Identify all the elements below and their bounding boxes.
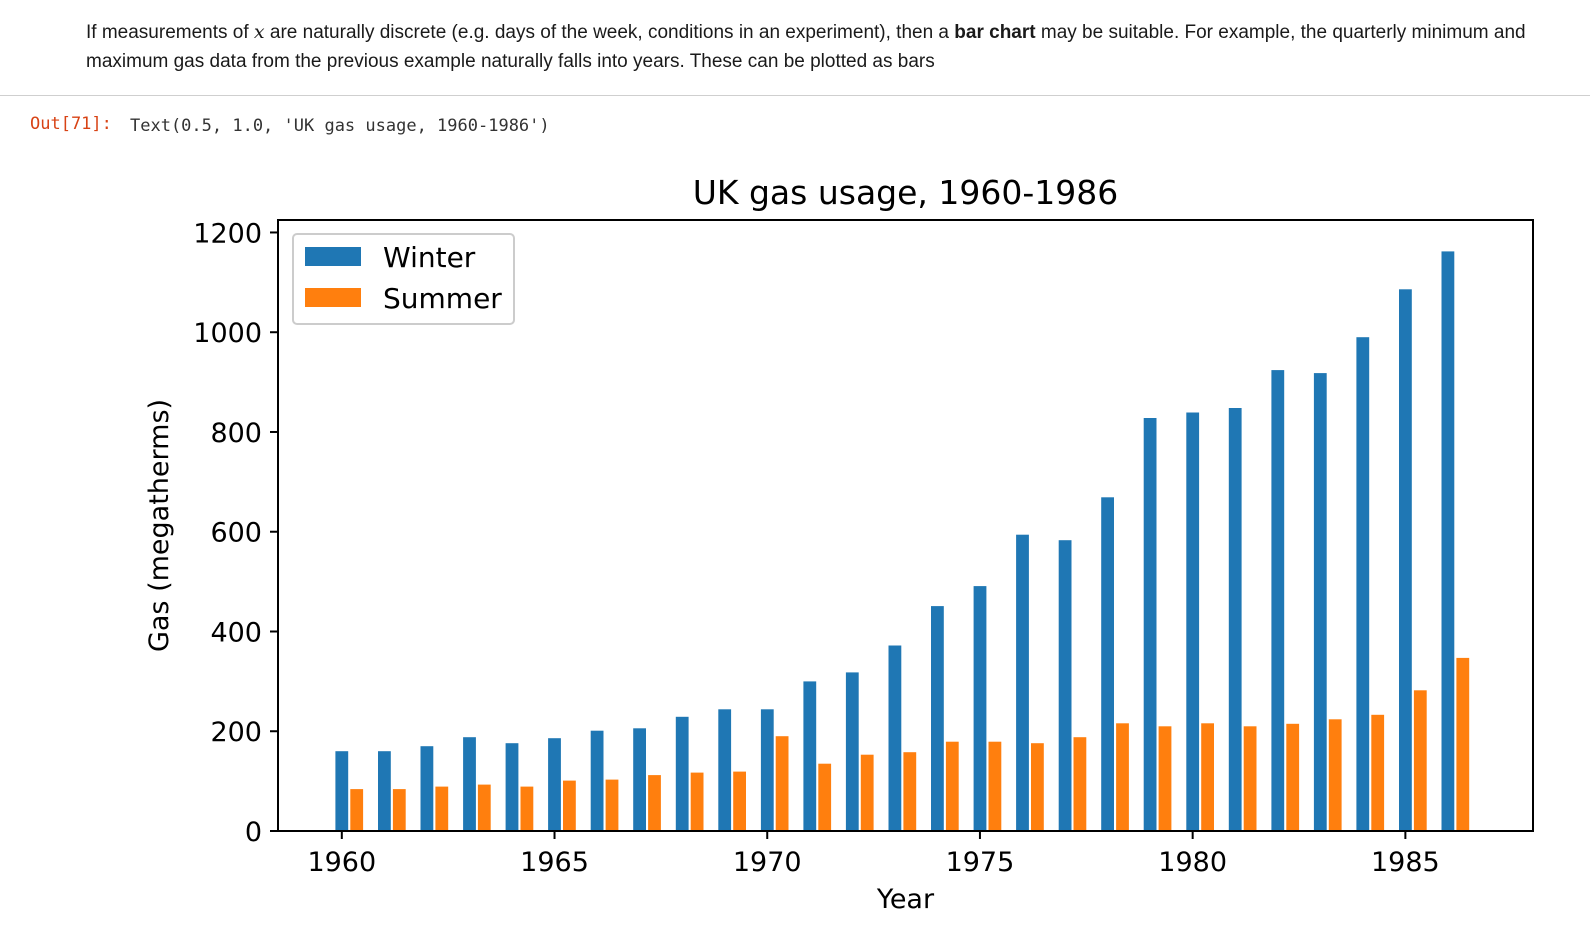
markdown-text-2: are naturally discrete (e.g. days of the…	[264, 22, 955, 43]
legend: Winter Summer	[292, 233, 515, 325]
bar-summer-1960	[350, 789, 364, 831]
x-axis-label: Year	[876, 884, 935, 915]
bar-summer-1986	[1456, 657, 1470, 831]
legend-label-summer: Summer	[383, 282, 502, 315]
bar-winter-1977	[1058, 540, 1072, 831]
output-text: Text(0.5, 1.0, 'UK gas usage, 1960-1986'…	[130, 116, 550, 136]
bar-winter-1970	[760, 709, 774, 831]
bar-winter-1980	[1186, 412, 1200, 831]
legend-label-winter: Winter	[383, 241, 476, 274]
bar-summer-1983	[1328, 719, 1342, 831]
x-tick-label-1985: 1985	[1371, 847, 1440, 878]
bar-winter-1979	[1143, 418, 1157, 831]
bar-winter-1983	[1313, 373, 1327, 831]
bar-winter-1986	[1441, 251, 1455, 831]
bar-summer-1971	[818, 763, 832, 831]
bar-summer-1966	[605, 779, 619, 831]
legend-swatch-winter	[305, 247, 361, 266]
math-variable: x	[253, 21, 265, 43]
bar-summer-1981	[1243, 726, 1257, 831]
bar-winter-1961	[378, 751, 391, 831]
bar-winter-1968	[675, 716, 689, 831]
y-tick-label-0: 0	[245, 817, 262, 848]
bar-winter-1976	[1016, 534, 1029, 831]
x-tick-label-1960: 1960	[307, 847, 376, 878]
bar-winter-1972	[845, 672, 859, 831]
bar-summer-1982	[1286, 723, 1300, 831]
bar-summer-1985	[1413, 690, 1427, 831]
x-axis-ticks: 1960 1965 1970 1975 1980 1985	[307, 831, 1440, 878]
y-tick-label-1200: 1200	[193, 218, 262, 249]
x-tick-label-1970: 1970	[733, 847, 802, 878]
y-tick-label-400: 400	[210, 617, 262, 648]
bar-summer-1961	[392, 789, 406, 831]
bar-winter-1981	[1228, 408, 1242, 831]
bar-summer-1974	[945, 741, 959, 831]
bar-summer-1970	[775, 736, 789, 831]
bar-summer-1976	[1031, 743, 1044, 831]
y-tick-label-1000: 1000	[193, 318, 262, 349]
y-tick-label-200: 200	[210, 717, 262, 748]
bar-winter-1969	[718, 709, 732, 831]
bar-winter-1965	[548, 738, 561, 831]
bar-winter-1964	[505, 743, 519, 831]
bar-chart: 1960 1965 1970 1975 1980 1985 0 200 400 600 800 10…	[144, 173, 1534, 915]
bar-summer-1967	[648, 775, 661, 831]
bar-summer-1962	[435, 786, 449, 831]
x-tick-label-1980: 1980	[1158, 847, 1227, 878]
bars-group	[335, 251, 1470, 831]
bar-summer-1979	[1158, 726, 1172, 831]
bar-summer-1969	[733, 771, 746, 831]
bar-summer-1965	[563, 780, 576, 831]
bar-summer-1978	[1116, 723, 1129, 831]
output-prompt: Out[71]:	[30, 114, 112, 134]
bar-winter-1975	[973, 586, 987, 831]
bar-winter-1971	[803, 681, 817, 831]
markdown-text-3: may be suitable. For example, the quarte…	[86, 22, 1526, 72]
bar-summer-1968	[690, 772, 704, 831]
plot-frame	[277, 219, 1534, 832]
bar-winter-1985	[1399, 289, 1412, 831]
x-tick-label-1975: 1975	[946, 847, 1015, 878]
y-tick-label-800: 800	[210, 418, 262, 449]
bar-winter-1974	[931, 606, 944, 831]
bar-summer-1975	[988, 741, 1002, 831]
bar-summer-1964	[520, 786, 534, 831]
markdown-text-1: If measurements of	[86, 22, 254, 43]
bar-summer-1984	[1371, 714, 1385, 831]
bar-summer-1972	[860, 754, 874, 831]
bar-winter-1967	[633, 728, 646, 831]
bar-summer-1973	[903, 752, 917, 831]
bar-winter-1963	[463, 737, 476, 831]
bar-winter-1962	[420, 746, 434, 831]
bar-winter-1973	[888, 645, 902, 831]
y-axis-label: Gas (megatherms)	[144, 399, 175, 652]
markdown-cell: If measurements of x are naturally discr…	[86, 18, 1546, 76]
bar-winter-1978	[1101, 497, 1114, 831]
y-axis-ticks: 0 200 400 600 800 1000 1200	[193, 218, 278, 848]
bar-winter-1966	[590, 730, 604, 831]
x-tick-label-1965: 1965	[520, 847, 589, 878]
bar-summer-1980	[1201, 723, 1214, 831]
y-tick-label-600: 600	[210, 518, 262, 549]
bar-summer-1977	[1073, 737, 1087, 831]
chart-title: UK gas usage, 1960-1986	[693, 173, 1119, 212]
cell-divider	[0, 95, 1590, 96]
bold-term: bar chart	[954, 22, 1036, 43]
bar-winter-1982	[1271, 370, 1285, 831]
bar-winter-1984	[1356, 337, 1370, 831]
bar-winter-1960	[335, 751, 349, 831]
legend-swatch-summer	[305, 288, 361, 307]
bar-summer-1963	[477, 784, 491, 831]
